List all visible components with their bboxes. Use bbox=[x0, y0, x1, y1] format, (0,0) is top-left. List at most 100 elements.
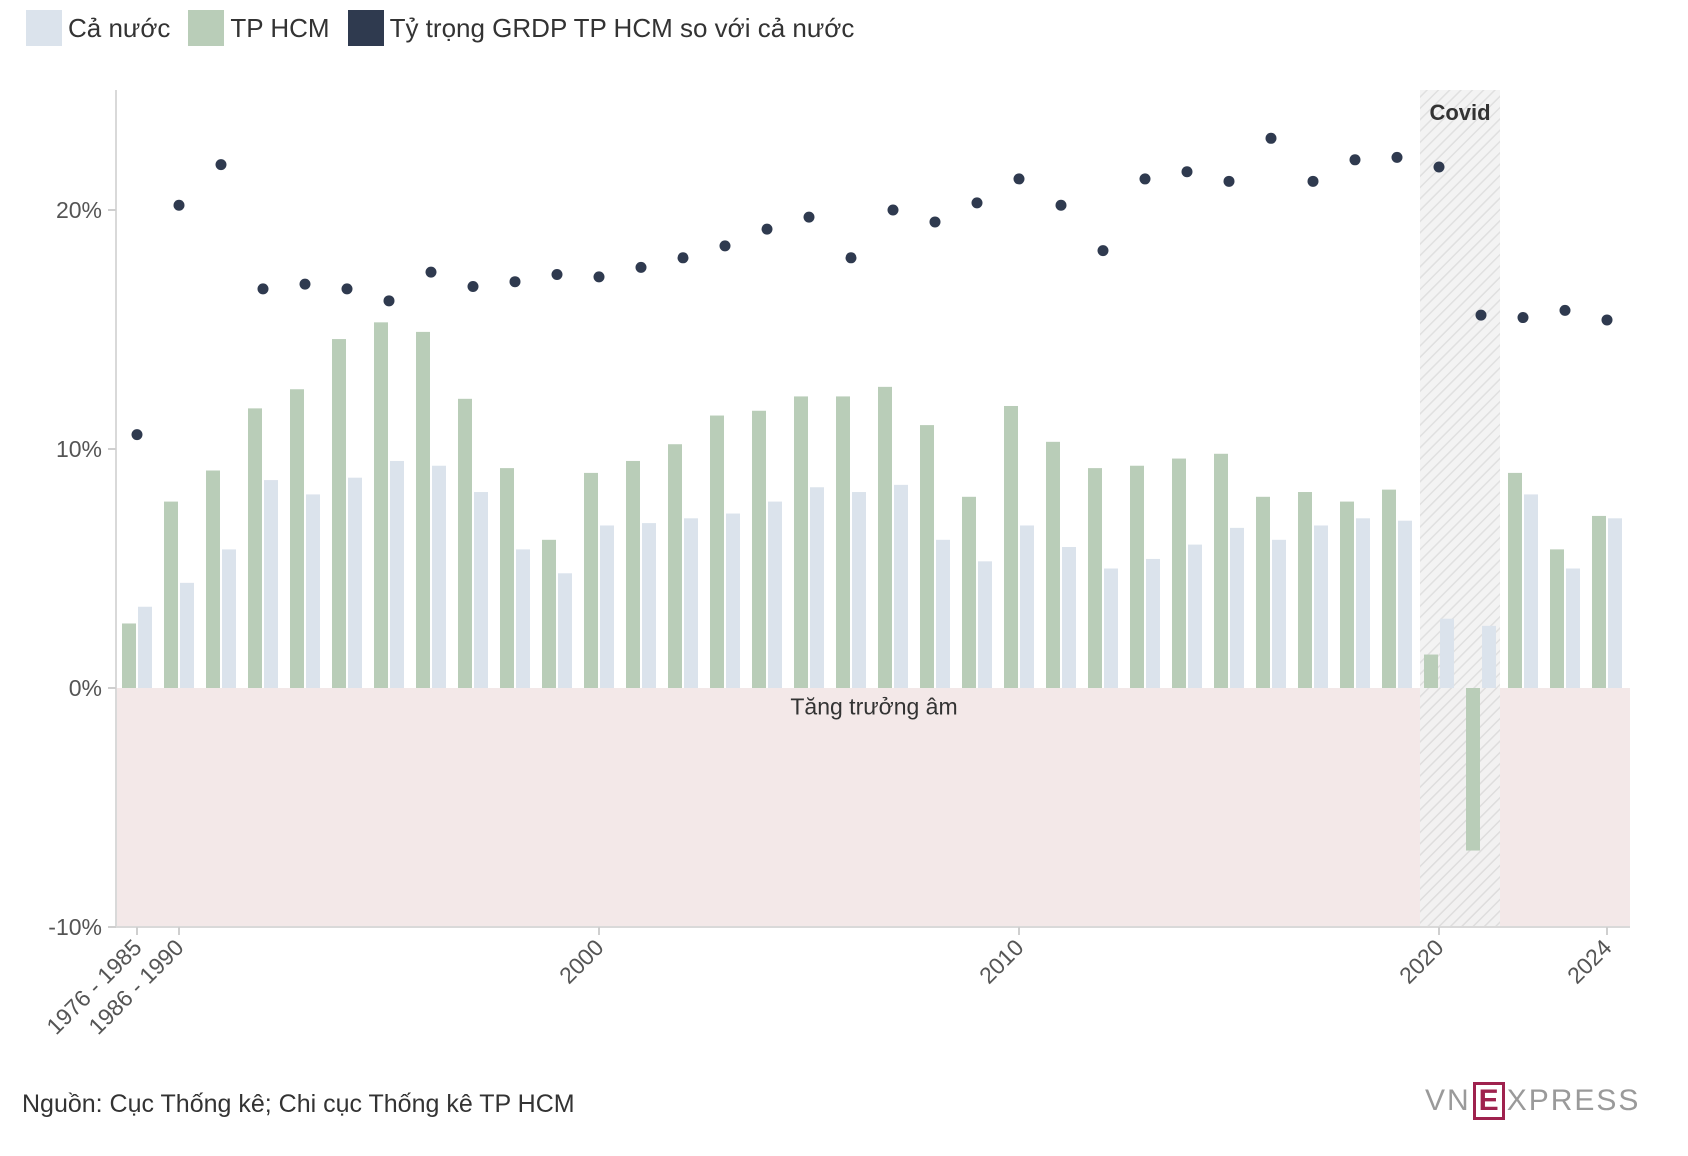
bar-tp-hcm bbox=[164, 501, 178, 688]
bar-tp-hcm bbox=[206, 470, 220, 688]
dot-ty-trong bbox=[257, 283, 269, 295]
y-tick-label: 0% bbox=[69, 675, 102, 701]
x-tick-label: 2024 bbox=[1562, 934, 1617, 989]
bar-ca-nuoc bbox=[138, 606, 152, 688]
dot-ty-trong bbox=[677, 252, 689, 264]
negative-growth-label: Tăng trưởng âm bbox=[790, 693, 957, 719]
dot-ty-trong bbox=[509, 276, 521, 288]
bar-ca-nuoc bbox=[1272, 539, 1286, 688]
dot-ty-trong bbox=[1055, 199, 1067, 211]
bar-ca-nuoc bbox=[1188, 544, 1202, 688]
bar-tp-hcm bbox=[584, 472, 598, 688]
bar-tp-hcm bbox=[752, 410, 766, 688]
dot-ty-trong bbox=[719, 240, 731, 252]
legend-swatch-ty-trong bbox=[347, 10, 384, 46]
bar-ca-nuoc bbox=[306, 494, 320, 688]
bar-ca-nuoc bbox=[936, 539, 950, 688]
bar-ca-nuoc bbox=[1608, 518, 1622, 688]
dot-ty-trong bbox=[383, 295, 395, 307]
bar-ca-nuoc bbox=[852, 492, 866, 688]
x-tick-label: 2000 bbox=[554, 934, 609, 989]
x-tick-label: 2020 bbox=[1394, 934, 1449, 989]
bar-ca-nuoc bbox=[810, 487, 824, 688]
vnexpress-logo[interactable]: VN E XPRESS bbox=[1425, 1082, 1640, 1120]
bar-ca-nuoc bbox=[558, 573, 572, 688]
dot-ty-trong bbox=[1517, 312, 1529, 324]
bar-tp-hcm bbox=[1424, 654, 1438, 688]
dot-ty-trong bbox=[1433, 161, 1445, 173]
bar-ca-nuoc bbox=[1314, 525, 1328, 688]
dot-ty-trong bbox=[1223, 175, 1235, 187]
bar-tp-hcm bbox=[374, 322, 388, 688]
bar-ca-nuoc bbox=[516, 549, 530, 688]
bar-ca-nuoc bbox=[1356, 518, 1370, 688]
covid-band bbox=[1420, 90, 1500, 927]
dot-ty-trong bbox=[1181, 166, 1193, 178]
legend-swatch-tp-hcm bbox=[188, 10, 225, 46]
bar-ca-nuoc bbox=[348, 477, 362, 688]
bar-tp-hcm bbox=[1592, 515, 1606, 688]
x-tick-label: 2010 bbox=[974, 934, 1029, 989]
bar-tp-hcm bbox=[416, 331, 430, 688]
dot-ty-trong bbox=[173, 199, 185, 211]
bar-ca-nuoc bbox=[432, 465, 446, 688]
bar-tp-hcm bbox=[1550, 549, 1564, 688]
logo-xpress-text: XPRESS bbox=[1506, 1084, 1641, 1117]
bar-tp-hcm bbox=[1172, 458, 1186, 688]
dot-ty-trong bbox=[971, 197, 983, 209]
covid-label: Covid bbox=[1429, 100, 1490, 125]
source-note: Nguồn: Cục Thống kê; Chi cục Thống kê TP… bbox=[22, 1090, 575, 1118]
dot-ty-trong bbox=[761, 223, 773, 235]
bar-tp-hcm bbox=[878, 386, 892, 688]
dot-ty-trong bbox=[803, 211, 815, 223]
bar-tp-hcm bbox=[458, 398, 472, 688]
legend: Cả nước TP HCM Tỷ trọng GRDP TP HCM so v… bbox=[26, 10, 872, 46]
dot-ty-trong bbox=[299, 278, 311, 290]
bar-tp-hcm bbox=[1088, 468, 1102, 688]
bar-tp-hcm bbox=[248, 408, 262, 688]
bar-ca-nuoc bbox=[1104, 568, 1118, 688]
legend-item-tp-hcm: TP HCM bbox=[188, 10, 330, 46]
bar-ca-nuoc bbox=[1524, 494, 1538, 688]
dot-ty-trong bbox=[551, 269, 563, 281]
bar-ca-nuoc bbox=[180, 582, 194, 688]
bar-ca-nuoc bbox=[768, 501, 782, 688]
dot-ty-trong bbox=[1391, 151, 1403, 163]
bar-tp-hcm bbox=[626, 460, 640, 688]
dot-ty-trong bbox=[887, 204, 899, 216]
bar-tp-hcm bbox=[1466, 688, 1480, 851]
y-tick-label: 20% bbox=[56, 197, 102, 223]
legend-item-ca-nuoc: Cả nước bbox=[26, 10, 170, 46]
dot-ty-trong bbox=[1307, 175, 1319, 187]
bar-ca-nuoc bbox=[894, 484, 908, 688]
legend-item-ty-trong: Tỷ trọng GRDP TP HCM so với cả nước bbox=[347, 10, 854, 46]
dot-ty-trong bbox=[341, 283, 353, 295]
bar-ca-nuoc bbox=[978, 561, 992, 688]
dot-ty-trong bbox=[1475, 309, 1487, 321]
bar-tp-hcm bbox=[836, 396, 850, 688]
dot-ty-trong bbox=[215, 159, 227, 171]
dot-ty-trong bbox=[845, 252, 857, 264]
bar-ca-nuoc bbox=[1566, 568, 1580, 688]
legend-label-tp-hcm: TP HCM bbox=[230, 12, 330, 43]
y-tick-label: -10% bbox=[48, 914, 102, 940]
bar-ca-nuoc bbox=[222, 549, 236, 688]
bar-tp-hcm bbox=[1340, 501, 1354, 688]
bar-ca-nuoc bbox=[1230, 527, 1244, 688]
legend-swatch-ca-nuoc bbox=[26, 10, 62, 46]
legend-label-ca-nuoc: Cả nước bbox=[68, 12, 171, 43]
bar-tp-hcm bbox=[332, 339, 346, 688]
bar-tp-hcm bbox=[500, 468, 514, 688]
bar-tp-hcm bbox=[1508, 472, 1522, 688]
bar-tp-hcm bbox=[1298, 492, 1312, 688]
bar-ca-nuoc bbox=[1020, 525, 1034, 688]
dot-ty-trong bbox=[1097, 245, 1109, 257]
bar-ca-nuoc bbox=[390, 460, 404, 688]
bar-ca-nuoc bbox=[684, 518, 698, 688]
dot-ty-trong bbox=[1139, 173, 1151, 185]
dot-ty-trong bbox=[425, 266, 437, 278]
bar-ca-nuoc bbox=[1062, 546, 1076, 688]
bar-tp-hcm bbox=[1382, 489, 1396, 688]
bar-tp-hcm bbox=[794, 396, 808, 688]
bar-tp-hcm bbox=[668, 444, 682, 688]
